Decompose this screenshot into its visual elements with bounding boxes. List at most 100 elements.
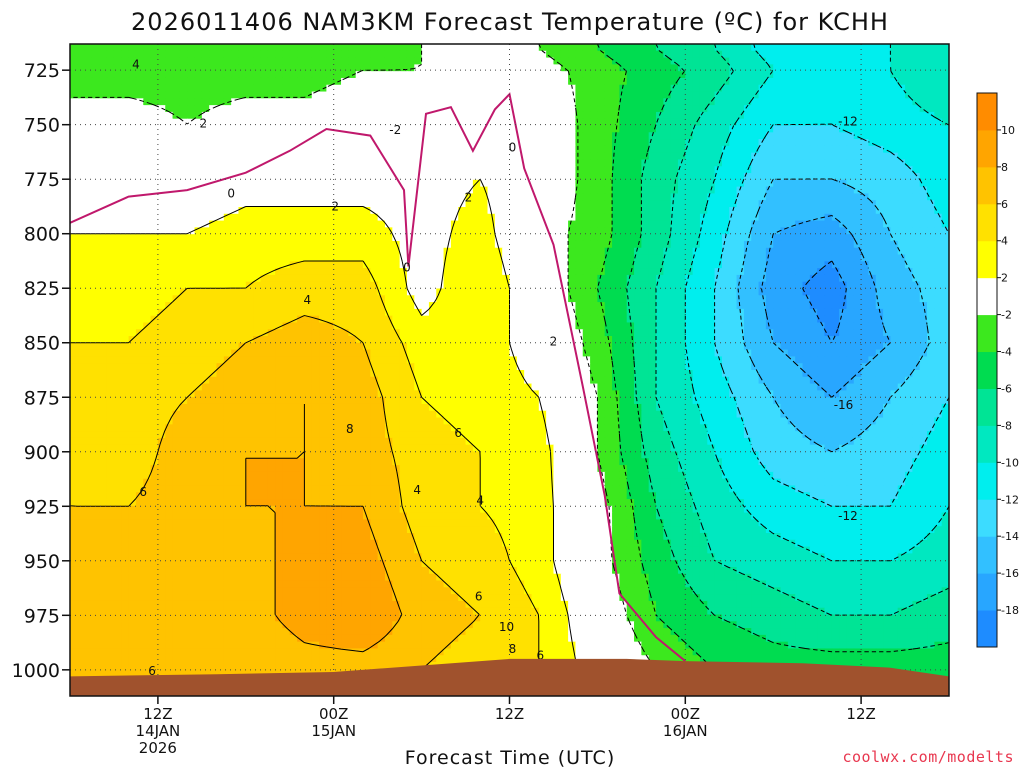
heat-cell <box>604 159 613 167</box>
heat-cell <box>560 44 569 52</box>
heat-cell <box>868 173 877 181</box>
heat-cell <box>84 274 93 283</box>
heat-cell <box>780 308 789 317</box>
heat-cell <box>311 274 320 283</box>
heat-cell <box>245 64 254 72</box>
heat-cell <box>348 77 357 86</box>
heat-cell <box>531 44 540 52</box>
heat-cell <box>209 152 218 161</box>
heat-cell <box>414 125 423 133</box>
heat-cell <box>619 166 628 174</box>
heat-cell <box>187 200 196 208</box>
heat-cell <box>758 71 767 79</box>
heat-cell <box>875 173 884 181</box>
heat-cell <box>165 220 174 228</box>
heat-cell <box>421 213 430 222</box>
heat-cell <box>516 186 525 195</box>
heat-cell <box>267 295 276 303</box>
heat-cell <box>472 213 481 222</box>
heat-cell <box>84 302 93 310</box>
heat-cell <box>568 50 577 59</box>
heat-cell <box>919 308 928 317</box>
heat-cell <box>172 247 181 256</box>
heat-cell <box>421 64 430 72</box>
heat-cell <box>670 274 679 283</box>
heat-cell <box>751 240 760 249</box>
heat-cell <box>641 139 650 147</box>
heat-cell <box>765 44 774 52</box>
heat-cell <box>677 50 686 59</box>
heat-cell <box>824 247 833 256</box>
heat-cell <box>604 132 613 140</box>
heat-cell <box>275 240 284 249</box>
heat-cell <box>809 64 818 72</box>
heat-cell <box>487 125 496 133</box>
heat-cell <box>77 44 86 52</box>
heat-cell <box>406 64 415 72</box>
heat-cell <box>685 166 694 174</box>
heat-cell <box>560 261 569 269</box>
heat-cell <box>77 132 86 140</box>
heat-cell <box>150 227 159 235</box>
heat-cell <box>304 84 313 93</box>
heat-cell <box>546 322 555 330</box>
heat-cell <box>99 71 108 79</box>
heat-cell <box>348 44 357 52</box>
heat-cell <box>436 159 445 167</box>
heat-cell <box>260 139 269 147</box>
heat-cell <box>729 111 738 120</box>
heat-cell <box>941 77 949 86</box>
heat-cell <box>113 91 122 99</box>
heat-cell <box>663 166 672 174</box>
heat-cell <box>802 132 811 140</box>
heat-cell <box>626 288 635 296</box>
heat-cell <box>846 308 855 317</box>
heat-cell <box>626 125 635 133</box>
heat-cell <box>201 207 210 215</box>
heat-cell <box>377 308 386 317</box>
heat-cell <box>216 302 225 310</box>
heat-cell <box>304 281 313 290</box>
heat-cell <box>377 234 386 242</box>
heat-cell <box>905 145 913 154</box>
heat-cell <box>839 125 848 133</box>
heat-cell <box>84 281 93 290</box>
heat-cell <box>165 315 174 324</box>
heat-cell <box>121 91 130 99</box>
heat-cell <box>99 145 108 154</box>
heat-cell <box>875 207 884 215</box>
heat-cell <box>941 166 949 174</box>
heat-cell <box>333 91 342 99</box>
heat-cell <box>721 105 730 113</box>
heat-cell <box>795 281 804 290</box>
heat-cell <box>494 274 503 283</box>
heat-cell <box>216 84 225 93</box>
heat-cell <box>568 57 577 65</box>
heat-cell <box>839 288 848 296</box>
heat-cell <box>458 91 467 99</box>
heat-cell <box>839 105 848 113</box>
heat-cell <box>480 247 489 256</box>
heat-cell <box>875 186 884 195</box>
heat-cell <box>450 247 459 256</box>
heat-cell <box>839 44 848 52</box>
heat-cell <box>927 308 935 317</box>
heat-cell <box>341 159 349 167</box>
heat-cell <box>714 125 723 133</box>
heat-cell <box>934 220 943 228</box>
heat-cell <box>714 105 723 113</box>
heat-cell <box>472 44 481 52</box>
heat-cell <box>172 64 181 72</box>
heat-cell <box>326 315 335 324</box>
heat-cell <box>245 57 254 65</box>
heat-cell <box>384 274 393 283</box>
heat-cell <box>414 261 423 269</box>
heat-cell <box>502 268 511 276</box>
heat-cell <box>897 98 906 106</box>
heat-cell <box>150 98 159 106</box>
heat-cell <box>575 173 584 181</box>
heat-cell <box>106 227 115 235</box>
heat-cell <box>868 105 877 113</box>
heat-cell <box>897 132 906 140</box>
heat-cell <box>685 281 694 290</box>
